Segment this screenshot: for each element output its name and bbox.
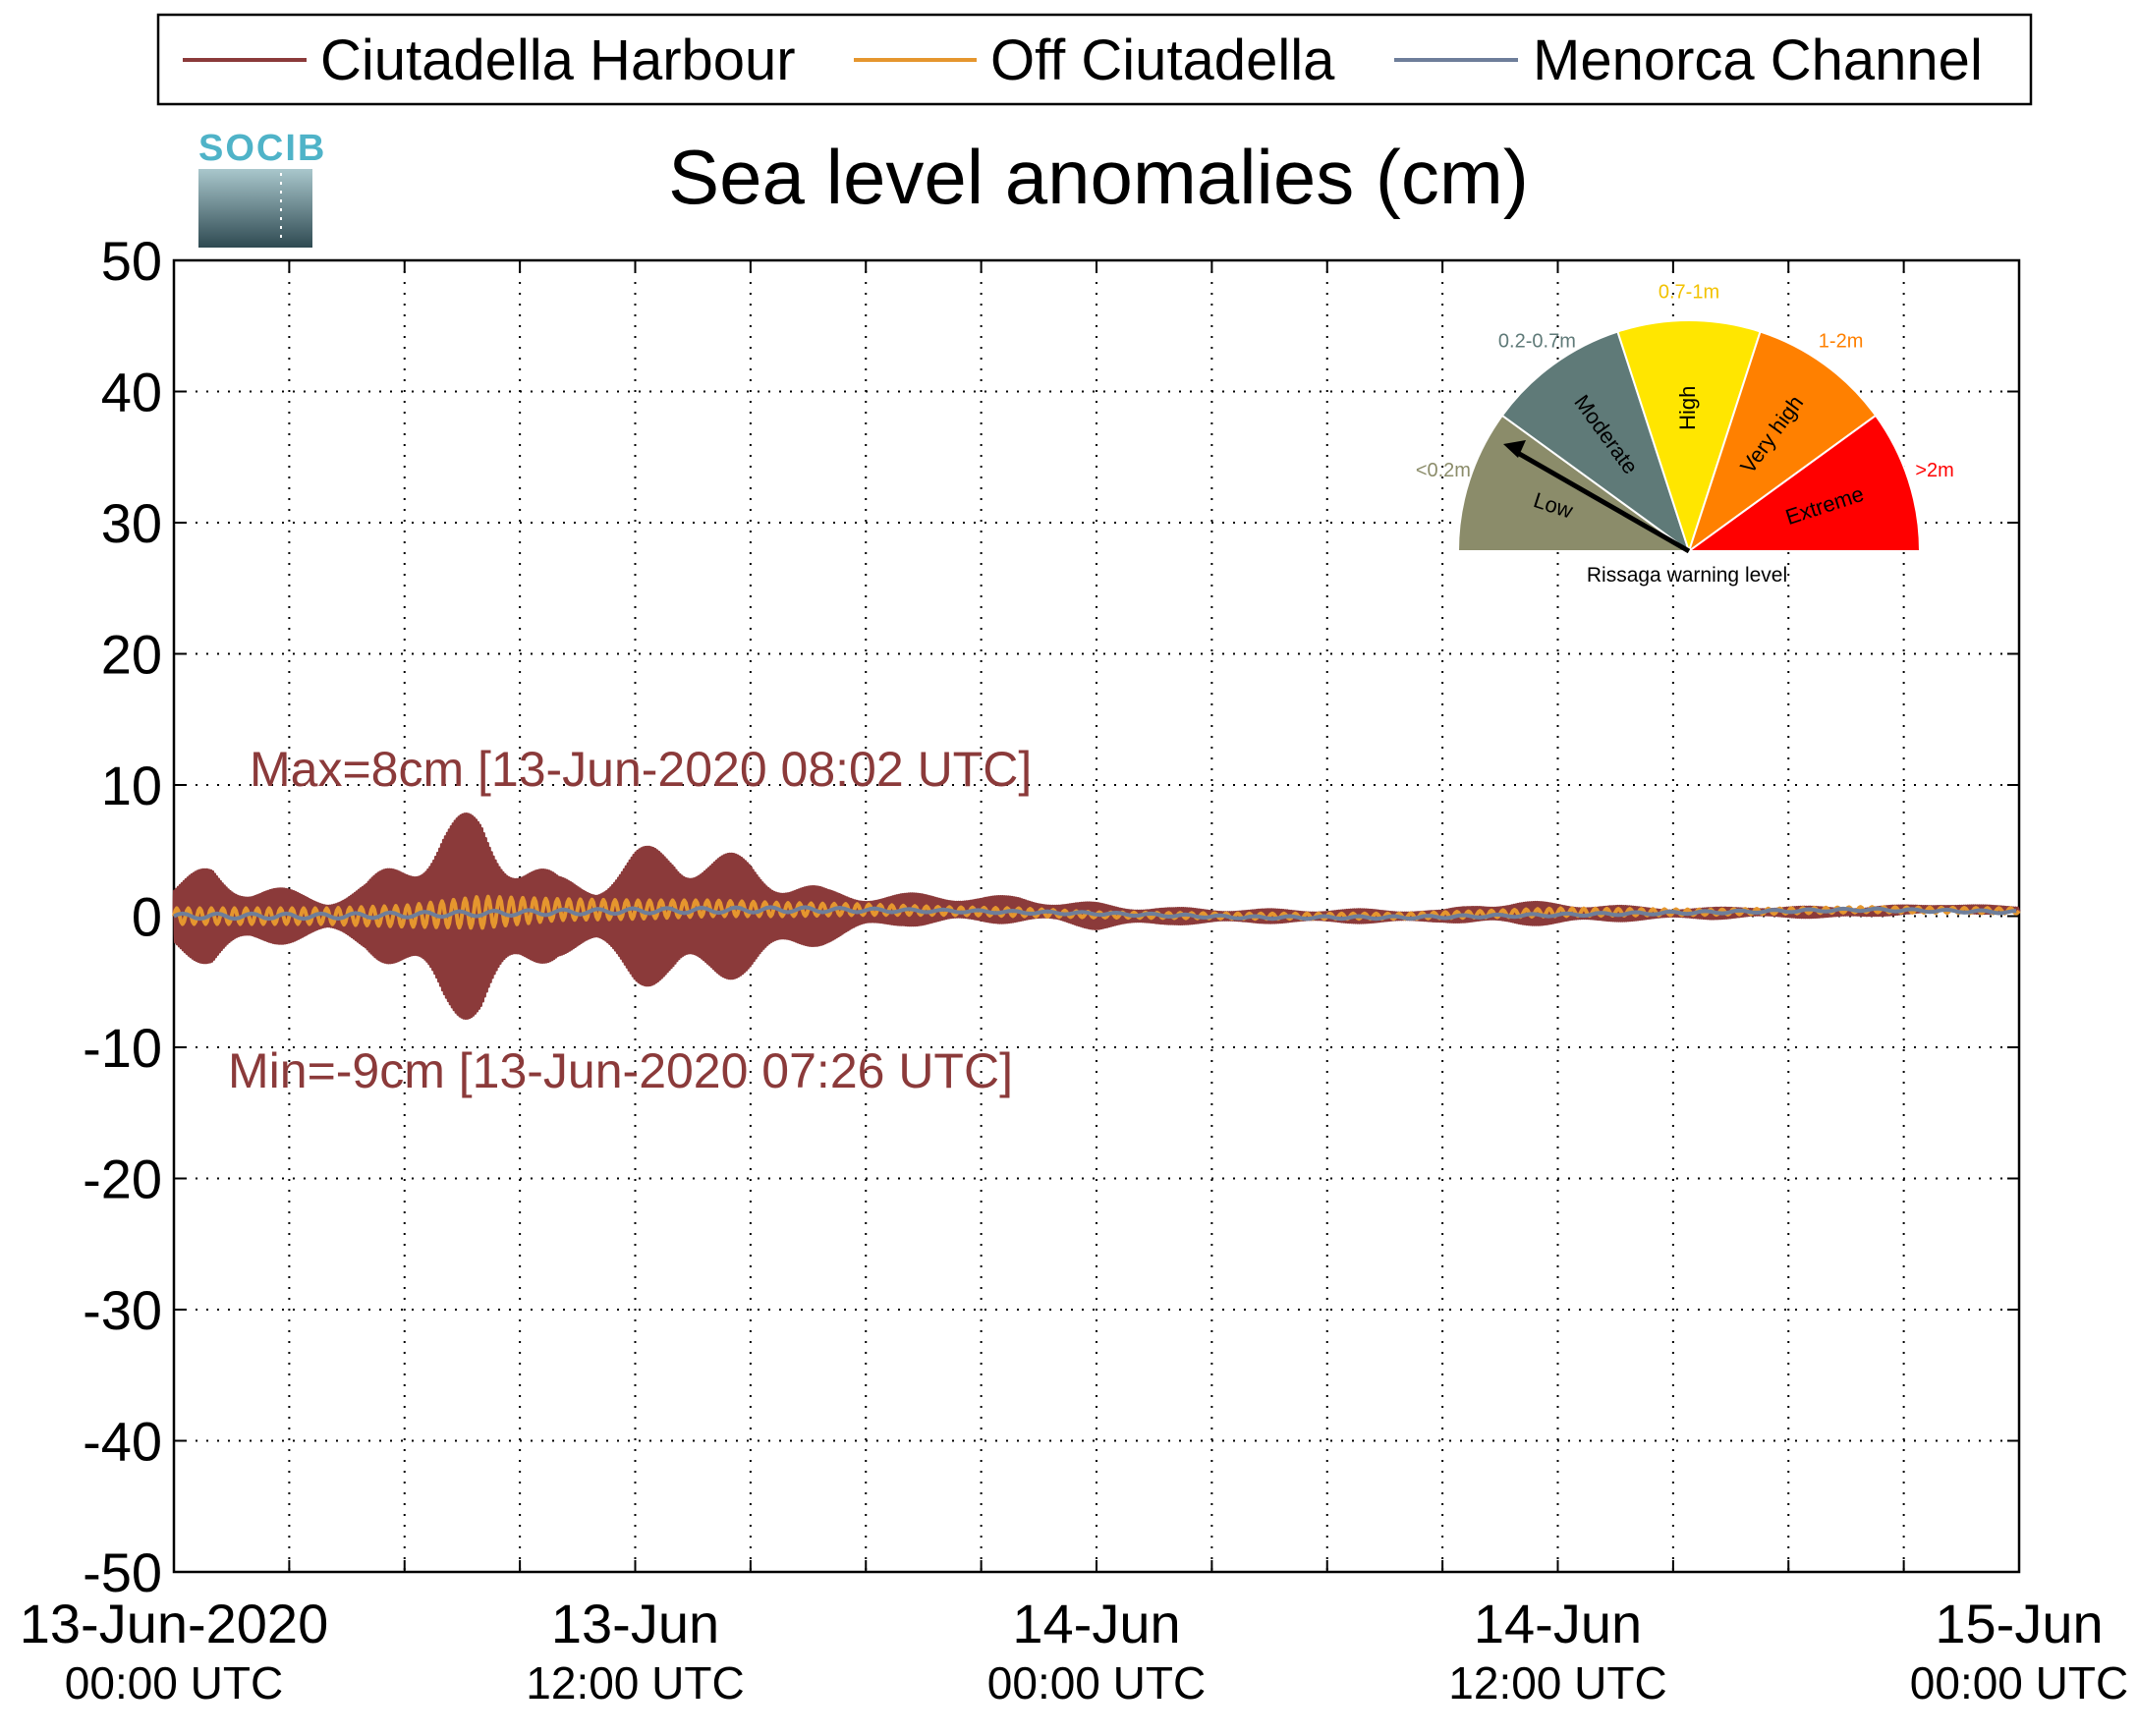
y-tick-label: 40 (101, 362, 162, 423)
gauge-caption: Rissaga warning level (1587, 564, 1787, 587)
gauge-range-label-moderate: 0.2-0.7m (1498, 330, 1576, 352)
y-tick-label: 20 (101, 624, 162, 686)
gauge-segment-moderate (1500, 330, 1691, 554)
socib-logo: SOCIB (198, 128, 326, 248)
legend-label-ciutadella-harbour: Ciutadella Harbour (320, 28, 796, 92)
logo-text: SOCIB (198, 128, 326, 169)
gauge-range-label-low: <0.2m (1416, 460, 1471, 481)
legend-label-menorca-channel: Menorca Channel (1533, 28, 1983, 92)
y-tick-label: -30 (83, 1279, 162, 1341)
x-tick-label-date: 15-Jun (1935, 1593, 2103, 1654)
y-tick-label: -20 (83, 1148, 162, 1210)
gauge-range-label-extreme: >2m (1915, 460, 1953, 481)
gauge-segment-very-high (1687, 330, 1878, 554)
series-line-menorca-channel (173, 905, 2017, 922)
logo-block (198, 169, 312, 248)
y-tick-label: 0 (132, 886, 162, 948)
gauge-range-label-very-high: 1-2m (1819, 330, 1864, 352)
y-tick-label: -10 (83, 1017, 162, 1079)
x-tick-label-time: 00:00 UTC (65, 1657, 283, 1708)
chart-title: Sea level anomalies (cm) (668, 134, 1529, 220)
min-annotation: Min=-9cm [13-Jun-2020 07:26 UTC] (228, 1043, 1013, 1098)
gauge-needle-arrowhead (1503, 440, 1526, 458)
gauge-segment-high (1616, 319, 1762, 555)
legend: Ciutadella Harbour Off Ciutadella Menorc… (156, 13, 2033, 106)
x-tick-label-date: 13-Jun (551, 1593, 719, 1654)
y-tick-label: 50 (101, 230, 162, 292)
x-tick-label-date: 14-Jun (1474, 1593, 1642, 1654)
x-tick-label-date: 13-Jun-2020 (20, 1593, 328, 1654)
x-tick-label-date: 14-Jun (1012, 1593, 1180, 1654)
x-tick-label-time: 12:00 UTC (526, 1657, 744, 1708)
x-tick-label-time: 00:00 UTC (987, 1657, 1206, 1708)
y-axis: 50 40 30 20 10 0 -10 -20 -30 -40 -50 (83, 230, 2019, 1603)
y-tick-label: -40 (83, 1411, 162, 1473)
gauge-needle-line (1514, 449, 1691, 554)
y-tick-label: -50 (83, 1541, 162, 1603)
legend-box (156, 13, 2033, 106)
series-layer (172, 812, 2021, 1020)
x-tick-label-time: 12:00 UTC (1448, 1657, 1666, 1708)
legend-label-off-ciutadella: Off Ciutadella (990, 28, 1335, 92)
max-annotation: Max=8cm [13-Jun-2020 08:02 UTC] (250, 742, 1032, 797)
y-tick-label: 10 (101, 755, 162, 816)
gauge-needle (1503, 440, 1691, 554)
gauge-range-label-high: 0.7-1m (1659, 281, 1719, 303)
gauge-segment-label-high: High (1675, 386, 1700, 430)
x-tick-label-time: 00:00 UTC (1910, 1657, 2128, 1708)
grid (174, 260, 2019, 1572)
gauge-segment-extreme (1685, 414, 1922, 552)
y-tick-label: 30 (101, 492, 162, 554)
